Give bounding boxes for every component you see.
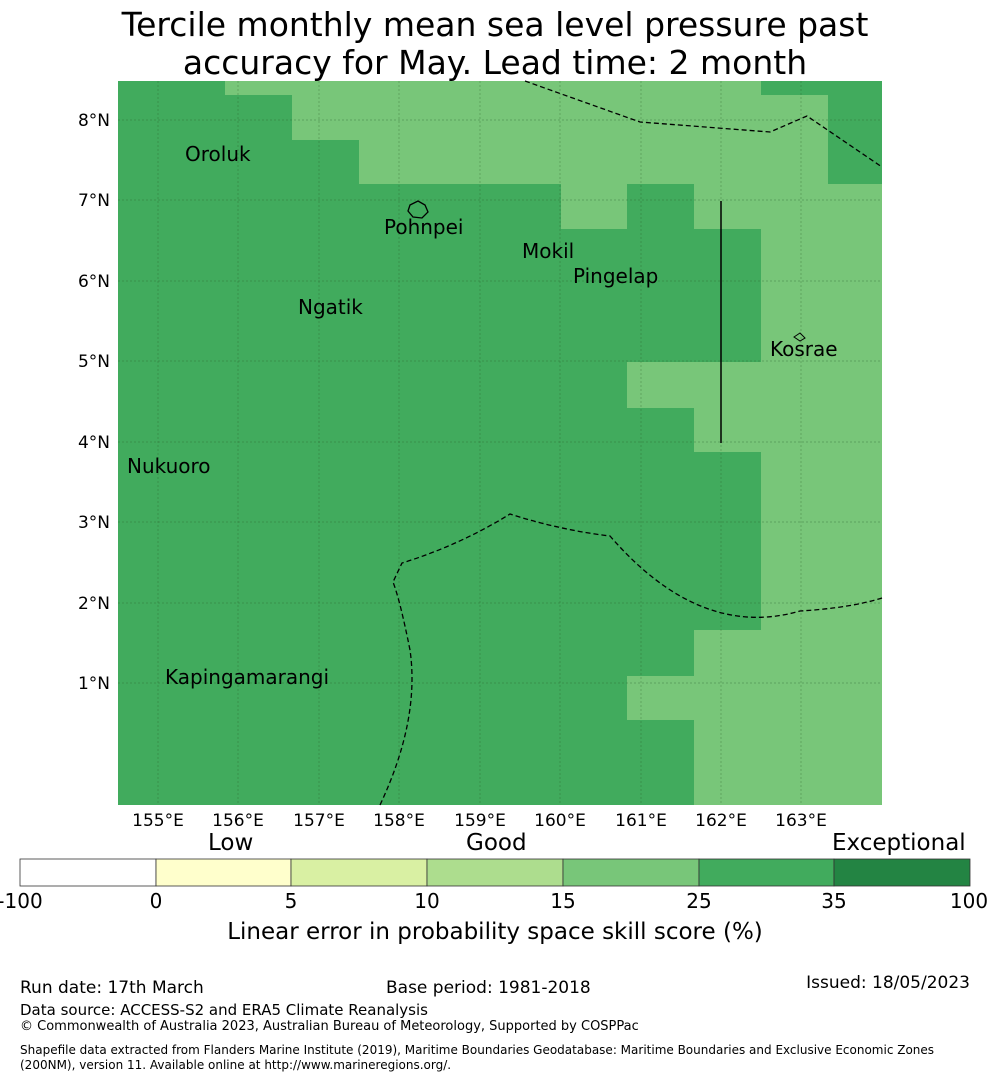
data-source: Data source: ACCESS-S2 and ERA5 Climate … (20, 1001, 428, 1019)
place-label-kapingamarangi: Kapingamarangi (165, 665, 329, 689)
pohnpei-island-icon (407, 200, 429, 219)
colorbar-title: Linear error in probability space skill … (227, 919, 763, 945)
place-label-ngatik: Ngatik (298, 295, 363, 319)
colorbar-tick: -100 (0, 889, 43, 913)
lon-label: 163°E (775, 811, 827, 831)
lon-label: 157°E (293, 811, 345, 831)
skill-map: Oroluk Pohnpei Mokil Pingelap Ngatik Kos… (118, 80, 883, 806)
colorbar-segment (290, 858, 428, 887)
place-label-pohnpei: Pohnpei (384, 215, 464, 239)
colorbar-segment (698, 858, 835, 887)
lat-label: 3°N (78, 513, 110, 533)
lat-label: 7°N (78, 191, 110, 211)
lat-label: 1°N (78, 674, 110, 694)
lat-axis: 8°N 7°N 6°N 5°N 4°N 3°N 2°N 1°N (78, 111, 110, 694)
place-label-kosrae: Kosrae (770, 337, 838, 361)
lat-label: 6°N (78, 272, 110, 292)
lon-label: 161°E (615, 811, 667, 831)
issued-date: Issued: 18/05/2023 (806, 973, 970, 993)
lon-label: 158°E (373, 811, 425, 831)
colorbar-segment (19, 858, 157, 887)
place-label-mokil: Mokil (522, 239, 574, 263)
colorbar-segment (833, 858, 971, 887)
colorbar-tick: 0 (149, 889, 163, 913)
colorbar-tick: 10 (414, 889, 440, 913)
lon-label: 156°E (212, 811, 264, 831)
category-label-low: Low (208, 830, 254, 856)
region-very-good (118, 81, 761, 805)
place-label-pingelap: Pingelap (573, 264, 658, 288)
shapefile-credit-line-2: (200NM), version 11. Available online at… (20, 1058, 452, 1072)
lon-axis: 155°E 156°E 157°E 158°E 159°E 160°E 161°… (132, 811, 827, 831)
colorbar-segment (426, 858, 564, 887)
lat-label: 2°N (78, 594, 110, 614)
title-line-1: Tercile monthly mean sea level pressure … (121, 5, 869, 44)
lat-label: 5°N (78, 352, 110, 372)
category-label-exceptional: Exceptional (832, 830, 966, 856)
base-period: Base period: 1981-2018 (386, 978, 591, 998)
run-date: Run date: 17th March (20, 978, 204, 998)
colorbar-tick: 25 (686, 889, 712, 913)
title-line-2: accuracy for May. Lead time: 2 month (182, 43, 808, 82)
place-label-oroluk: Oroluk (185, 142, 251, 166)
place-label-nukuoro: Nukuoro (127, 454, 211, 478)
copyright: © Commonwealth of Australia 2023, Austra… (20, 1019, 639, 1034)
lat-label: 8°N (78, 111, 110, 131)
region-very-good-ne (761, 81, 882, 184)
colorbar-tick: 5 (284, 889, 298, 913)
chart-title: Tercile monthly mean sea level pressure … (0, 6, 990, 82)
colorbar (19, 858, 971, 887)
colorbar-tick: 100 (949, 889, 989, 913)
lon-label: 155°E (132, 811, 184, 831)
colorbar-tick: 35 (821, 889, 847, 913)
colorbar-segment (562, 858, 700, 887)
kosrae-island-icon (793, 332, 806, 342)
colorbar-segment (155, 858, 292, 887)
colorbar-tick: 15 (550, 889, 576, 913)
category-label-good: Good (466, 830, 527, 856)
shapefile-credit-line-1: Shapefile data extracted from Flanders M… (20, 1043, 935, 1057)
lon-label: 160°E (534, 811, 586, 831)
lon-label: 162°E (695, 811, 747, 831)
lon-label: 159°E (454, 811, 506, 831)
eez-boundaries (379, 80, 883, 806)
lat-label: 4°N (78, 433, 110, 453)
